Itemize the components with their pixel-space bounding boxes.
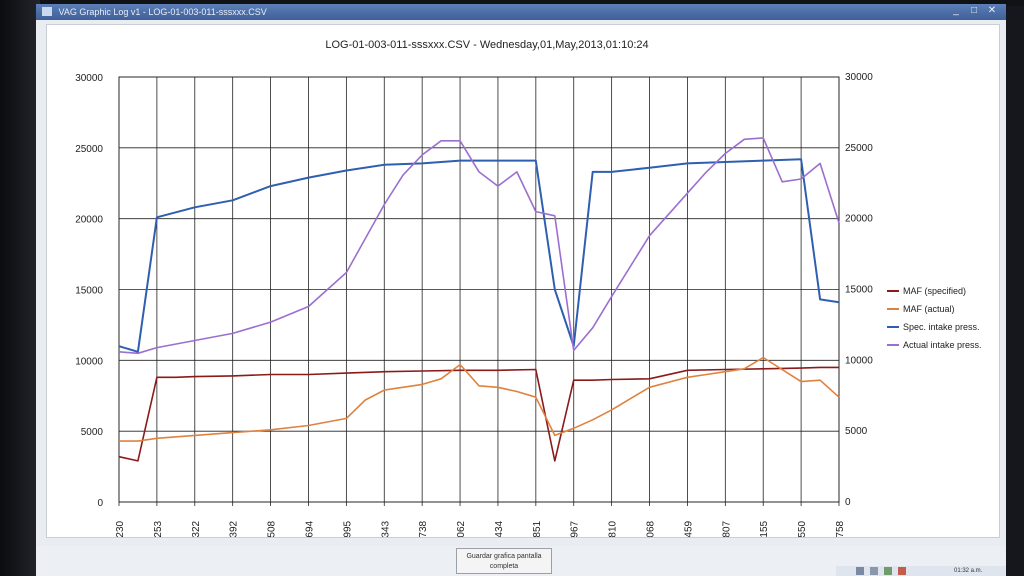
x-tick-label: 1253 [153, 520, 164, 537]
x-tick-label: 2807 [721, 520, 732, 537]
window-controls: _ □ ✕ [950, 5, 998, 17]
x-tick-label: 3155 [759, 520, 770, 537]
x-tick-label: 3062 [456, 520, 467, 537]
y-tick-label-left: 15000 [75, 286, 103, 297]
y-tick-label-right: 20000 [845, 214, 873, 225]
monitor-bezel-left [0, 0, 40, 576]
y-tick-label-right: 25000 [845, 143, 873, 154]
save-fullscreen-chart-button[interactable]: Guardar grafica pantalla completa [456, 548, 552, 574]
volume-icon[interactable] [870, 567, 878, 575]
y-tick-label-left: 0 [97, 498, 103, 509]
close-icon[interactable]: ✕ [987, 5, 997, 16]
app-icon [42, 7, 52, 16]
client-area: LOG-01-003-011-sssxxx.CSV - Wednesday,01… [36, 20, 1006, 546]
x-tick-label: 3758 [835, 520, 846, 537]
y-tick-label-right: 0 [845, 497, 851, 508]
taskbar-tray: 01:32 a.m. [836, 566, 1006, 576]
x-tick-label: 1230 [115, 520, 126, 537]
shield-icon[interactable] [898, 567, 906, 575]
y-tick-label-right: 5000 [845, 426, 868, 437]
minimize-icon[interactable]: _ [953, 5, 959, 16]
x-tick-label: 1392 [229, 520, 240, 537]
y-tick-label-left: 5000 [81, 427, 104, 438]
x-tick-label: 1508 [267, 520, 278, 537]
legend-label: MAF (specified) [903, 286, 966, 296]
series-line-2 [119, 356, 840, 442]
title-bar: VAG Graphic Log v1 - LOG-01-003-011-sssx… [36, 4, 1006, 20]
y-tick-label-left: 30000 [75, 73, 103, 84]
x-tick-label: 3851 [532, 520, 543, 537]
x-tick-label: 2738 [418, 520, 429, 537]
maximize-icon[interactable]: □ [970, 5, 978, 16]
chart-title: LOG-01-003-011-sssxxx.CSV - Wednesday,01… [325, 39, 649, 51]
series-line-3 [118, 158, 840, 353]
x-tick-label: 2343 [380, 520, 391, 537]
x-tick-label: 1995 [342, 520, 353, 537]
x-tick-label: 2459 [683, 520, 694, 537]
clock: 01:32 a.m. [954, 568, 983, 574]
legend-label: MAF (actual) [903, 304, 955, 314]
legend-label: Actual intake press. [903, 340, 982, 350]
x-tick-label: 3434 [494, 520, 505, 537]
y-tick-label-right: 30000 [845, 72, 873, 83]
x-tick-label: 1810 [608, 520, 619, 537]
y-tick-label-left: 25000 [75, 144, 103, 155]
x-tick-label: 3967 [570, 520, 581, 537]
series-line-4 [118, 137, 840, 355]
x-tick-label: 1694 [304, 520, 315, 537]
y-tick-label-right: 10000 [845, 355, 873, 366]
chart-panel: LOG-01-003-011-sssxxx.CSV - Wednesday,01… [46, 24, 1000, 538]
window-title: VAG Graphic Log v1 - LOG-01-003-011-sssx… [58, 7, 267, 17]
x-tick-label: 1322 [191, 520, 202, 537]
y-tick-label-left: 20000 [75, 215, 103, 226]
legend-label: Spec. intake press. [903, 322, 980, 332]
application-window: VAG Graphic Log v1 - LOG-01-003-011-sssx… [36, 4, 1006, 576]
monitor-bezel-top [0, 0, 1024, 6]
y-tick-label-left: 10000 [75, 356, 103, 367]
x-tick-label: 2068 [646, 520, 657, 537]
chart: 0 5000 10000 15000 20000 25000 30000 0 5000 10000… [75, 72, 982, 537]
series-line-1 [118, 366, 839, 462]
battery-icon[interactable] [884, 567, 892, 575]
y-tick-label-right: 15000 [845, 285, 873, 296]
network-icon[interactable] [856, 567, 864, 575]
x-tick-label: 3550 [797, 520, 808, 537]
